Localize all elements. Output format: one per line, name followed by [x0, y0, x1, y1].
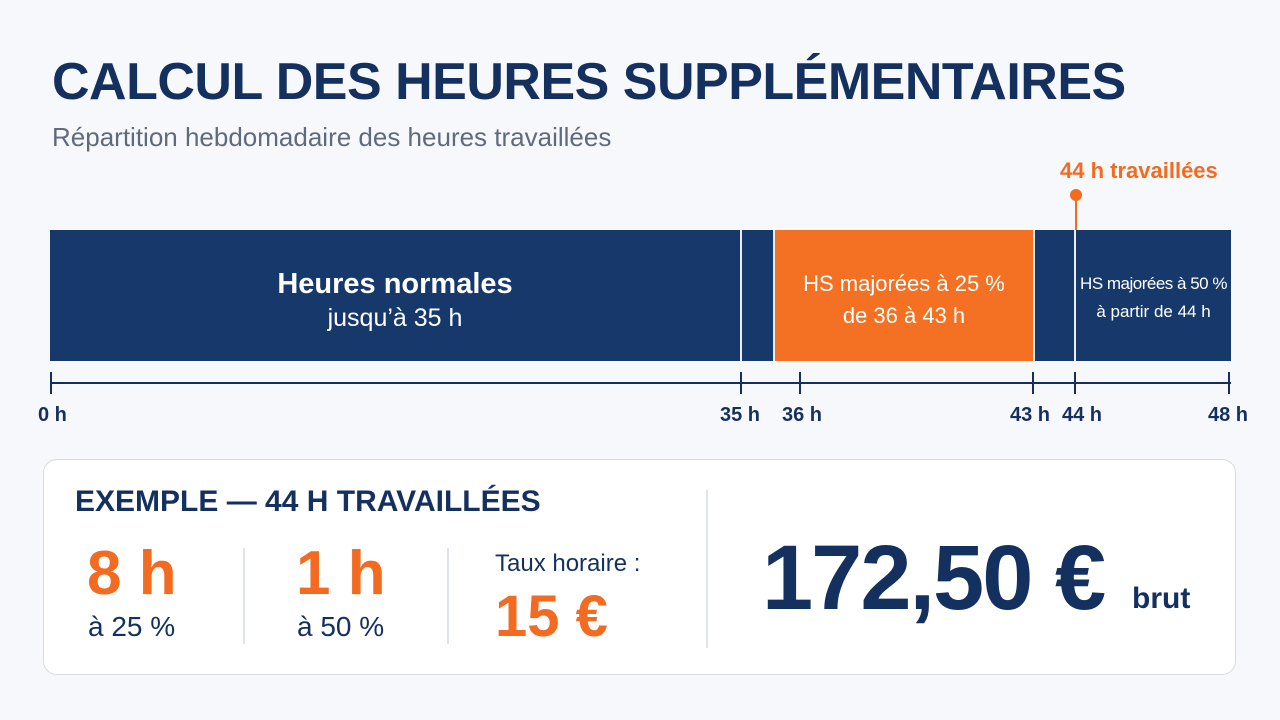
segment-separator: [1033, 230, 1035, 361]
hours-50-label: à 50 %: [297, 611, 385, 642]
segment-normal-range: jusqu’à 35 h: [327, 304, 463, 332]
segment-overtime-50-range: à partir de 44 h: [1096, 302, 1211, 321]
card-divider: [243, 548, 245, 644]
example-title: EXEMPLE — 44 H TRAVAILLÉES: [75, 485, 541, 518]
segment-separator: [740, 230, 742, 361]
segment-overtime-50-title: HS majorées à 50 %: [1080, 274, 1227, 293]
segment-overtime-50-text: HS majorées à 50 % à partir de 44 h: [1076, 270, 1231, 326]
hours-distribution-bar: Heures normales jusqu’à 35 h HS majorées…: [50, 230, 1231, 361]
hours-50-value: 1 h: [296, 539, 386, 608]
axis-tick-label: 48 h: [1208, 404, 1249, 426]
segment-separator: [773, 230, 775, 361]
card-divider: [447, 548, 449, 644]
hourly-rate-value: 15 €: [495, 584, 608, 649]
axis-tick-label: 36 h: [782, 404, 823, 426]
axis-tick-label: 44 h: [1062, 404, 1103, 426]
worked-hours-marker-label: 44 h travaillées: [1060, 158, 1218, 183]
segment-normal-title: Heures normales: [277, 268, 513, 300]
segment-overtime-25-title: HS majorées à 25 %: [803, 271, 1005, 296]
axis-tick-label: 0 h: [38, 404, 67, 426]
card-divider: [706, 490, 708, 648]
axis-tick: [1032, 372, 1034, 394]
example-card: [43, 459, 1236, 675]
total-unit: brut: [1132, 582, 1191, 615]
segment-overtime-25-range: de 36 à 43 h: [842, 303, 966, 328]
segment-overtime-25-text: HS majorées à 25 % de 36 à 43 h: [775, 268, 1033, 332]
page-subtitle: Répartition hebdomadaire des heures trav…: [52, 122, 612, 152]
total-amount: 172,50 €: [762, 527, 1106, 629]
worked-hours-marker-dot: [1070, 189, 1082, 201]
segment-normal-hours-text: Heures normales jusqu’à 35 h: [50, 266, 740, 334]
axis-tick: [740, 372, 742, 394]
worked-hours-marker-line: [1075, 199, 1077, 231]
hours-axis: [50, 382, 1231, 384]
axis-tick-label: 43 h: [1010, 404, 1051, 426]
axis-tick: [799, 372, 801, 394]
axis-tick: [50, 372, 52, 394]
axis-tick: [1228, 372, 1230, 394]
page-title: CALCUL DES HEURES SUPPLÉMENTAIRES: [52, 53, 1126, 111]
axis-tick: [1074, 372, 1076, 394]
hourly-rate-label: Taux horaire :: [495, 550, 641, 577]
axis-tick-label: 35 h: [720, 404, 761, 426]
hours-25-value: 8 h: [87, 539, 177, 608]
hours-25-label: à 25 %: [88, 611, 176, 642]
segment-separator: [1074, 230, 1076, 361]
segment-overtime-25: [775, 230, 1033, 361]
